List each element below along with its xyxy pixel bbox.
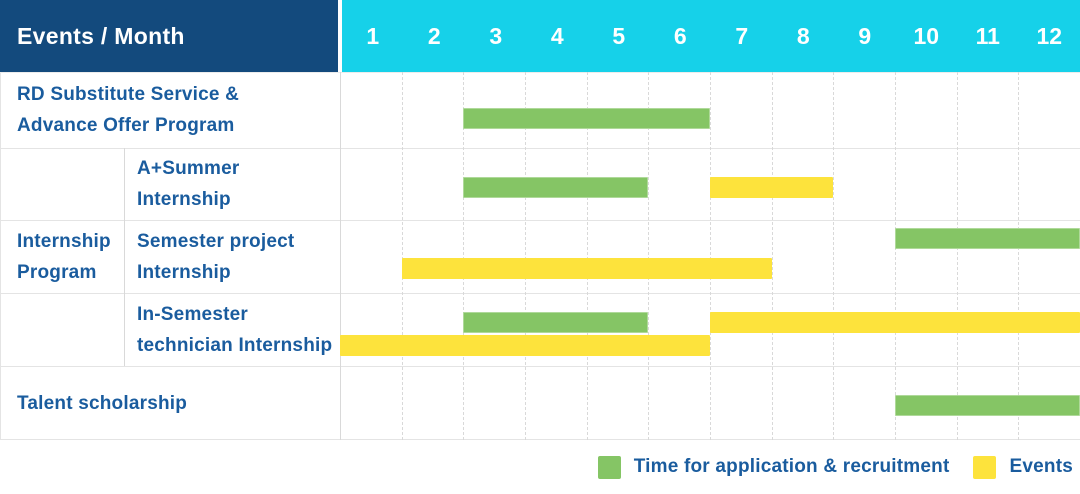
gantt-chart-area (340, 72, 1080, 440)
group-column-divider (124, 148, 125, 366)
month-header-5: 5 (612, 22, 626, 49)
group-label-line: Internship (17, 231, 111, 252)
row-label-semester-project-internship: Semester project Internship (124, 220, 340, 293)
legend-item-events: Events (973, 455, 1073, 479)
month-gridlines (340, 72, 1080, 440)
green-gantt-bar (463, 312, 649, 333)
month-header-1: 1 (366, 22, 380, 49)
row-divider (0, 220, 1080, 221)
group-label-internship-program: Internship Program (0, 148, 124, 366)
chart-row-in-semester-technician (340, 293, 1080, 366)
row-divider (0, 293, 1080, 294)
row-divider (0, 148, 1080, 149)
month-gridline (771, 72, 773, 440)
green-swatch-icon (597, 455, 621, 479)
month-gridline (895, 72, 896, 440)
row-label-talent-scholarship: Talent scholarship (0, 366, 340, 440)
row-label-line: technician Internship (137, 334, 333, 356)
group-label-line: Program (17, 262, 97, 283)
row-label-a-summer-internship: A+Summer Internship (124, 148, 340, 220)
table-left-border (0, 72, 1, 440)
month-header-3: 3 (489, 22, 503, 49)
row-label-rd-substitute: RD Substitute Service & Advance Offer Pr… (0, 72, 340, 148)
month-gridline (586, 72, 588, 440)
legend-item-application-recruitment: Time for application & recruitment (597, 455, 950, 479)
green-gantt-bar (463, 108, 710, 129)
yellow-gantt-bar (710, 312, 1080, 333)
month-gridline (401, 72, 403, 440)
month-header-2: 2 (427, 22, 441, 49)
yellow-gantt-bar (401, 258, 772, 279)
row-label-line: Talent scholarship (17, 392, 188, 414)
events-month-header-label: Events / Month (17, 22, 185, 49)
row-label-line: Internship (137, 189, 231, 210)
row-label-in-semester-technician-internship: In-Semester technician Internship (124, 293, 340, 366)
green-gantt-bar (895, 395, 1080, 416)
row-label-line: Semester project (137, 230, 295, 252)
month-header-11: 11 (975, 22, 1000, 49)
row-label-line: A+Summer (137, 158, 240, 179)
month-header-strip: 1 2 3 4 5 6 7 8 9 10 11 12 (342, 0, 1080, 72)
month-gridline (525, 72, 526, 440)
month-gridline (1018, 72, 1020, 440)
yellow-gantt-bar (340, 335, 710, 356)
month-header-7: 7 (735, 22, 749, 49)
month-header-4: 4 (550, 22, 564, 49)
chart-row-semester-project (340, 220, 1080, 293)
month-header-9: 9 (858, 22, 872, 49)
table-bottom-line (0, 439, 1080, 440)
month-header-10: 10 (913, 22, 940, 49)
month-gridline (956, 72, 958, 440)
green-gantt-bar (895, 228, 1080, 249)
legend-label: Time for application & recruitment (633, 456, 950, 477)
month-gridline (710, 72, 711, 440)
row-label-line: Internship (137, 261, 231, 283)
month-gridline (833, 72, 835, 440)
row-label-line: In-Semester (137, 303, 248, 325)
month-header-8: 8 (796, 22, 810, 49)
events-month-header: Events / Month (0, 0, 338, 72)
chart-row-rd-substitute (340, 72, 1080, 148)
yellow-gantt-bar (710, 177, 834, 198)
row-divider (0, 366, 1080, 367)
legend: Time for application & recruitment Event… (0, 440, 1080, 494)
chart-row-a-summer (340, 148, 1080, 220)
month-gridline (648, 72, 650, 440)
month-header-12: 12 (1036, 22, 1063, 49)
label-column-divider (340, 72, 341, 440)
row-label-line: RD Substitute Service & (17, 84, 240, 105)
month-header-6: 6 (673, 22, 687, 49)
header-bottom-line (0, 72, 1080, 73)
legend-label: Events (1009, 456, 1073, 477)
month-gridline (463, 72, 465, 440)
yellow-swatch-icon (973, 455, 997, 479)
chart-row-talent-scholarship (340, 366, 1080, 440)
row-label-line: Advance Offer Program (17, 115, 235, 136)
green-gantt-bar (463, 177, 649, 198)
